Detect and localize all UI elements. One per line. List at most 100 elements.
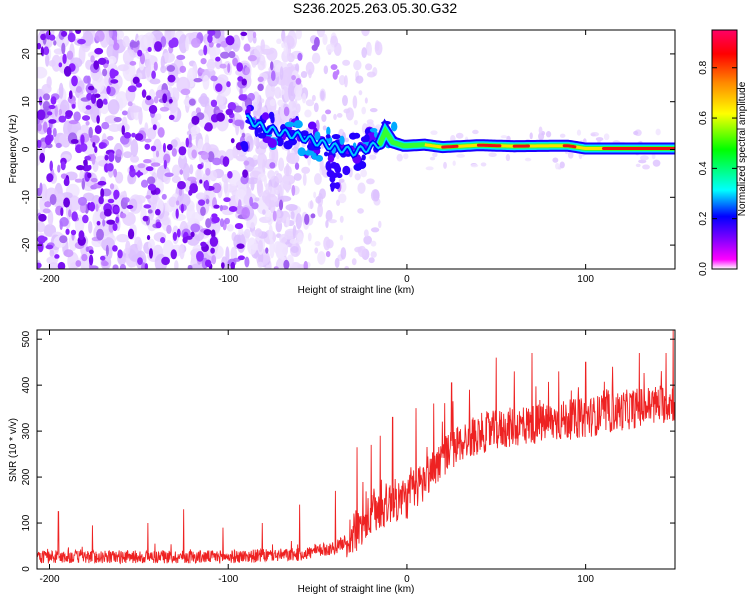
- noise-blob: [93, 60, 100, 70]
- noise-blob: [254, 228, 263, 238]
- signal-blob: [369, 127, 378, 133]
- signal-blob: [283, 140, 293, 150]
- noise-blob: [206, 58, 215, 72]
- noise-blob: [452, 160, 456, 166]
- noise-blob: [224, 217, 230, 225]
- noise-blob: [94, 47, 104, 55]
- noise-blob: [135, 82, 143, 88]
- signal-blob: [331, 133, 341, 140]
- signal-peak: [476, 143, 502, 148]
- noise-blob: [182, 162, 190, 182]
- noise-blob: [106, 163, 114, 172]
- noise-blob: [137, 163, 146, 169]
- noise-blob: [576, 129, 582, 136]
- noise-blob: [162, 52, 175, 63]
- noise-blob: [58, 62, 63, 68]
- noise-blob: [295, 77, 302, 85]
- noise-blob: [378, 220, 382, 229]
- noise-blob: [290, 211, 295, 220]
- noise-blob: [325, 43, 335, 53]
- noise-blob: [78, 230, 85, 241]
- noise-blob: [242, 169, 249, 178]
- noise-blob: [161, 193, 167, 200]
- noise-blob: [74, 178, 83, 183]
- noise-blob: [342, 94, 348, 107]
- noise-blob: [130, 139, 139, 157]
- noise-blob: [57, 164, 61, 173]
- noise-blob: [180, 203, 184, 214]
- noise-blob: [177, 181, 186, 190]
- noise-blob: [106, 59, 110, 65]
- noise-blob: [103, 208, 112, 217]
- y-tick-label: 20: [21, 48, 32, 60]
- noise-blob: [70, 138, 79, 144]
- noise-blob: [145, 95, 152, 101]
- noise-blob: [319, 188, 326, 200]
- noise-blob: [188, 98, 196, 106]
- noise-blob: [354, 173, 361, 181]
- noise-blob: [77, 196, 88, 206]
- noise-blob: [176, 228, 181, 238]
- noise-blob: [505, 154, 511, 162]
- noise-blob: [260, 39, 266, 52]
- noise-blob: [108, 223, 114, 233]
- noise-blob: [149, 78, 161, 85]
- noise-blob: [403, 153, 409, 160]
- noise-blob: [639, 155, 649, 161]
- noise-blob: [236, 243, 245, 249]
- signal-peak: [562, 144, 577, 149]
- noise-blob: [325, 210, 333, 222]
- noise-blob: [209, 236, 219, 247]
- signal-blob: [390, 121, 398, 132]
- noise-blob: [154, 208, 161, 216]
- colorbar-tick-label: 0.2: [698, 211, 709, 225]
- noise-blob: [208, 41, 214, 48]
- noise-blob: [63, 177, 70, 187]
- signal-blob: [361, 154, 366, 161]
- noise-blob: [259, 54, 266, 66]
- noise-blob: [264, 209, 271, 221]
- noise-blob: [212, 182, 222, 194]
- signal-blob: [270, 115, 275, 124]
- noise-blob: [223, 197, 231, 203]
- noise-blob: [115, 149, 123, 158]
- noise-blob: [260, 98, 265, 104]
- noise-blob: [98, 196, 104, 205]
- noise-blob: [220, 51, 230, 59]
- noise-blob: [107, 99, 120, 115]
- noise-blob: [274, 86, 282, 99]
- noise-blob: [278, 157, 285, 172]
- noise-blob: [189, 164, 194, 175]
- noise-blob: [366, 178, 375, 185]
- signal-blob: [246, 105, 252, 112]
- noise-blob: [49, 160, 53, 172]
- noise-blob: [200, 241, 207, 247]
- noise-blob: [262, 158, 266, 173]
- noise-blob: [96, 115, 100, 124]
- noise-blob: [232, 57, 238, 67]
- noise-blob: [342, 59, 351, 66]
- noise-blob: [188, 133, 192, 146]
- x-tick-label: 100: [577, 574, 594, 585]
- noise-blob: [179, 243, 185, 260]
- noise-blob: [194, 187, 198, 192]
- spectrogram-x-ticks: -200 -100 0 100: [40, 30, 594, 285]
- signal-blob: [323, 151, 329, 157]
- noise-blob: [282, 174, 289, 188]
- noise-blob: [44, 134, 52, 146]
- x-tick-label: -100: [218, 574, 238, 585]
- noise-blob: [529, 132, 533, 140]
- noise-blob: [430, 130, 438, 136]
- noise-blob: [108, 30, 113, 38]
- x-tick-label: 0: [404, 274, 410, 285]
- noise-blob: [257, 239, 263, 252]
- noise-blob: [258, 250, 264, 265]
- noise-blob: [122, 197, 130, 203]
- noise-blob: [166, 65, 176, 72]
- noise-blob: [132, 76, 140, 85]
- noise-blob: [370, 227, 380, 233]
- noise-blob: [45, 53, 50, 67]
- noise-blob: [62, 53, 67, 64]
